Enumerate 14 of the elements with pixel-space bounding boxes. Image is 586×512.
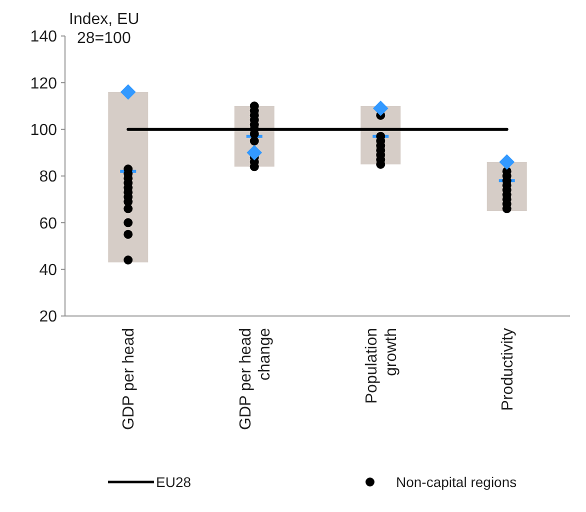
y-axis-title: Index, EU 28=100 bbox=[69, 11, 140, 48]
x-tick-label: GDP per head bbox=[120, 328, 138, 430]
y-tick-label: 80 bbox=[39, 168, 58, 186]
y-tick-label: 60 bbox=[39, 215, 58, 232]
x-tick-label: GDP per head change bbox=[237, 328, 274, 430]
y-tick-label: 140 bbox=[30, 28, 58, 46]
y-tick-label: 100 bbox=[30, 122, 58, 139]
y-tick-label: 40 bbox=[39, 262, 58, 279]
legend-label: Non-capital regions bbox=[396, 474, 517, 490]
y-tick-label: 20 bbox=[39, 308, 58, 326]
x-tick-label: Population growth bbox=[364, 328, 400, 404]
x-tick-label: Productivity bbox=[499, 328, 516, 411]
legend-label: EU28 bbox=[156, 474, 192, 490]
y-tick-label: 120 bbox=[30, 75, 58, 92]
